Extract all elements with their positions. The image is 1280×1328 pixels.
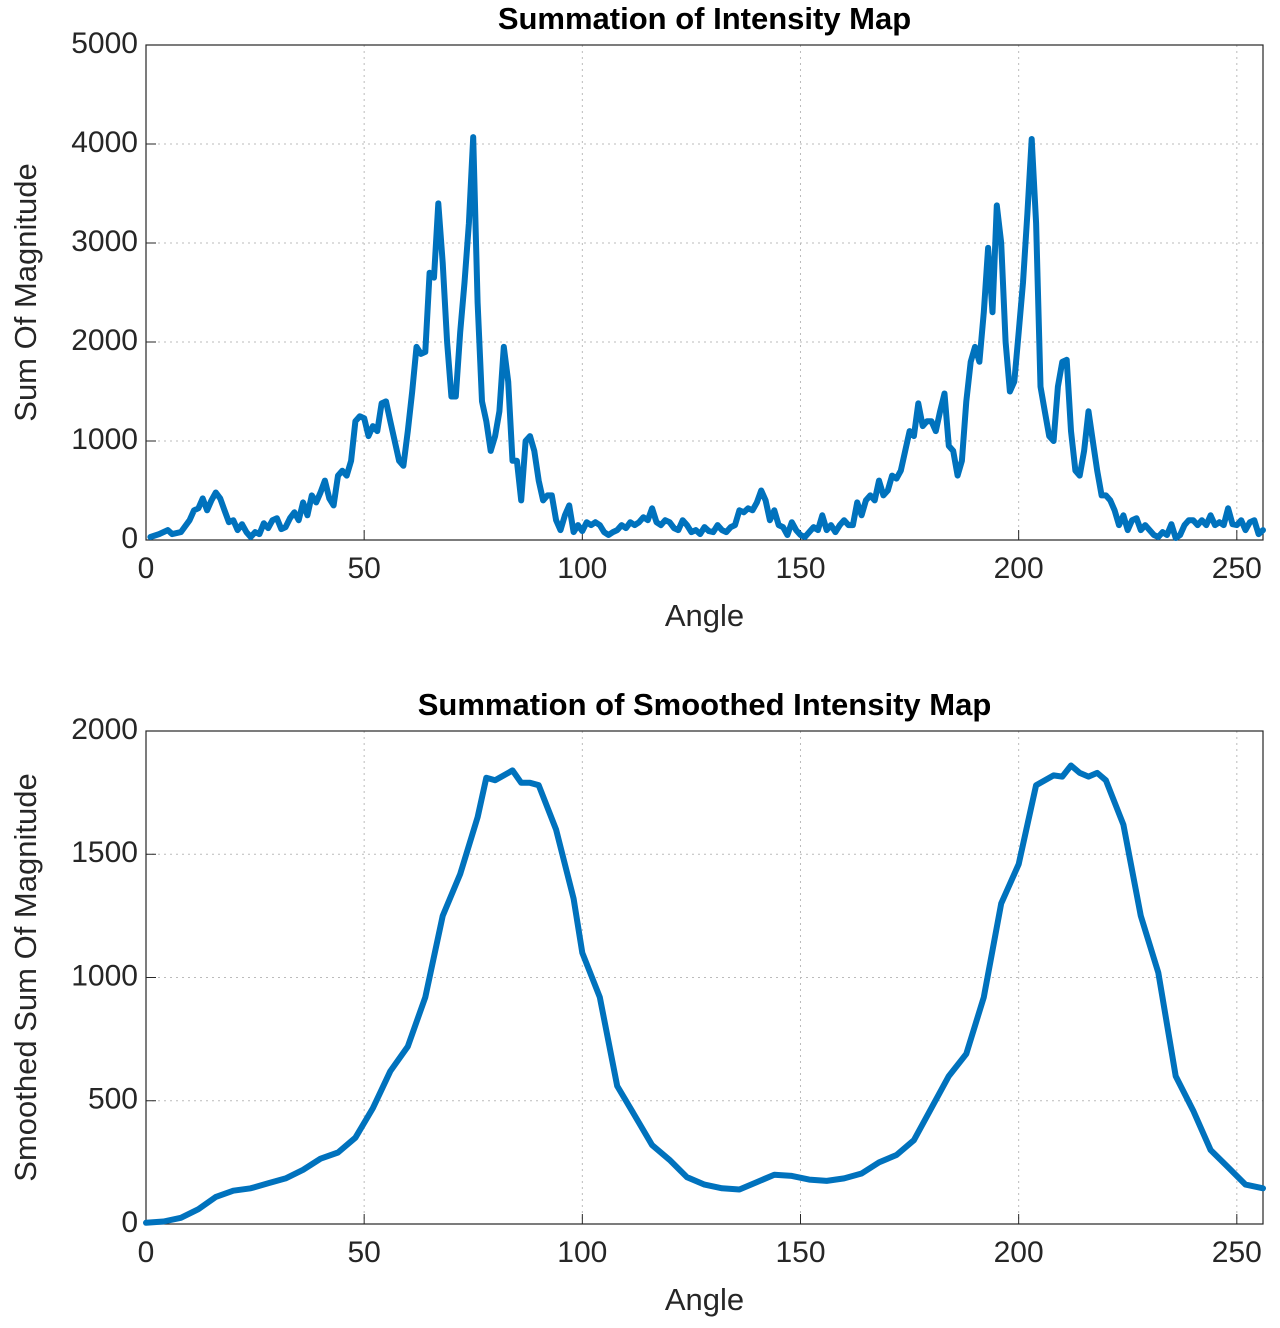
y-tick-label: 3000 — [71, 225, 138, 258]
chart-title: Summation of Intensity Map — [498, 1, 911, 36]
x-tick-label: 150 — [775, 552, 825, 585]
y-tick-label: 2000 — [71, 713, 138, 746]
x-axis-label: Angle — [665, 1282, 744, 1317]
y-tick-label: 500 — [88, 1083, 138, 1116]
x-tick-label: 0 — [138, 1236, 155, 1269]
y-tick-label: 1500 — [71, 836, 138, 869]
x-tick-label: 100 — [557, 552, 607, 585]
x-tick-label: 0 — [138, 552, 155, 585]
y-tick-label: 0 — [121, 1206, 138, 1239]
y-tick-label: 1000 — [71, 959, 138, 992]
x-tick-label: 250 — [1212, 552, 1262, 585]
chart-title: Summation of Smoothed Intensity Map — [418, 687, 992, 722]
y-tick-label: 5000 — [71, 27, 138, 60]
y-axis-label: Smoothed Sum Of Magnitude — [8, 773, 43, 1181]
x-tick-label: 200 — [994, 1236, 1044, 1269]
y-tick-label: 1000 — [71, 423, 138, 456]
plot-frame — [145, 730, 1264, 1225]
y-tick-label: 2000 — [71, 324, 138, 357]
x-tick-label: 50 — [347, 1236, 380, 1269]
x-tick-label: 250 — [1212, 1236, 1262, 1269]
data-line — [143, 762, 1266, 1226]
y-tick-label: 4000 — [71, 126, 138, 159]
y-axis-label: Sum Of Magnitude — [8, 163, 43, 421]
x-tick-label: 50 — [347, 552, 380, 585]
x-tick-label: 150 — [775, 1236, 825, 1269]
x-axis-label: Angle — [665, 598, 744, 633]
y-tick-label: 0 — [121, 522, 138, 555]
x-tick-label: 200 — [994, 552, 1044, 585]
x-tick-label: 100 — [557, 1236, 607, 1269]
plot-frame — [145, 44, 1264, 541]
data-line — [147, 134, 1266, 541]
